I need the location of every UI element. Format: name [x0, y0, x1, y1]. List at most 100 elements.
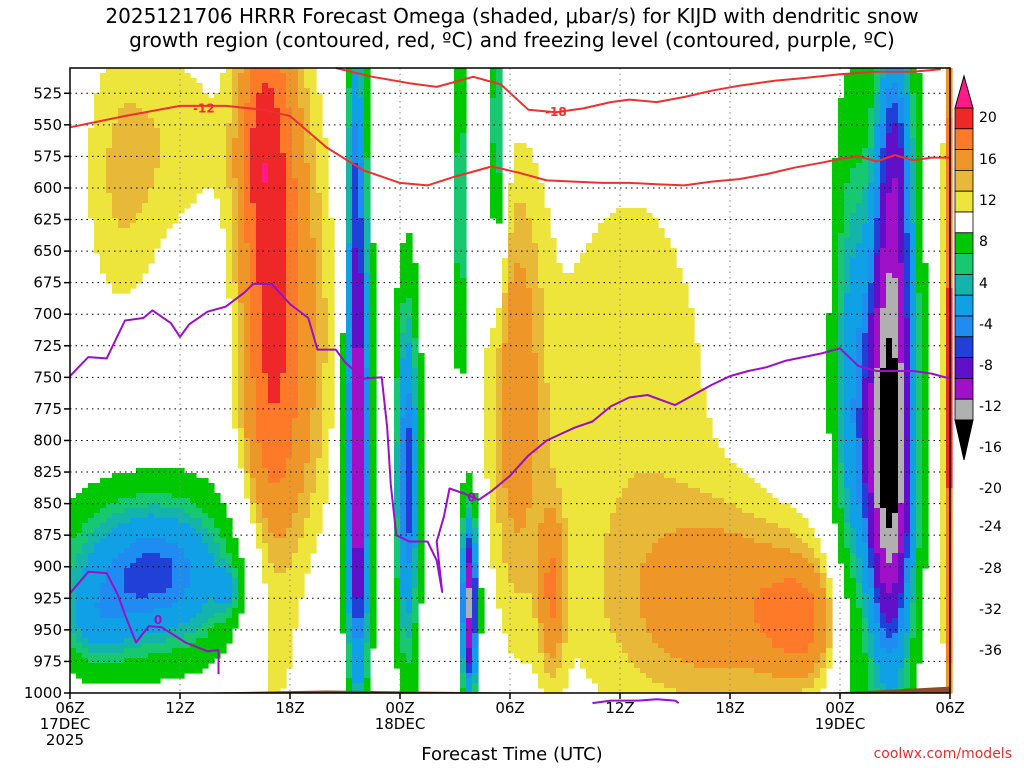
omega-cell: [274, 278, 281, 284]
omega-cell: [358, 688, 365, 694]
omega-cell: [460, 288, 467, 294]
omega-cell: [94, 528, 101, 534]
omega-cell: [250, 468, 257, 474]
omega-cell: [454, 83, 461, 89]
omega-cell: [304, 478, 311, 484]
omega-cell: [460, 233, 467, 239]
omega-cell: [364, 198, 371, 204]
omega-cell: [256, 498, 263, 504]
omega-cell: [160, 83, 167, 89]
omega-cell: [268, 583, 275, 589]
omega-cell: [220, 608, 227, 614]
omega-cell: [460, 603, 467, 609]
omega-cell: [460, 588, 467, 594]
omega-cell: [166, 148, 173, 154]
omega-cell: [298, 493, 305, 499]
omega-cell: [244, 383, 251, 389]
omega-cell: [106, 538, 113, 544]
omega-cell: [418, 588, 425, 594]
omega-cell: [346, 368, 353, 374]
omega-cell: [88, 173, 95, 179]
omega-cell: [460, 183, 467, 189]
omega-cell: [268, 193, 275, 199]
omega-cell: [304, 348, 311, 354]
omega-cell: [490, 518, 497, 524]
omega-cell: [358, 318, 365, 324]
omega-cell: [214, 133, 221, 139]
omega-cell: [142, 68, 149, 74]
omega-cell: [226, 183, 233, 189]
omega-cell: [160, 568, 167, 574]
omega-cell: [484, 418, 491, 424]
omega-cell: [364, 188, 371, 194]
omega-cell: [280, 413, 287, 419]
omega-cell: [460, 608, 467, 614]
omega-cell: [106, 608, 113, 614]
omega-cell: [304, 468, 311, 474]
omega-cell: [250, 518, 257, 524]
omega-cell: [274, 343, 281, 349]
omega-cell: [460, 218, 467, 224]
omega-cell: [100, 83, 107, 89]
omega-cell: [160, 478, 167, 484]
omega-cell: [322, 268, 329, 274]
omega-cell: [154, 153, 161, 159]
omega-cell: [274, 548, 281, 554]
omega-cell: [88, 613, 95, 619]
omega-cell: [346, 593, 353, 599]
omega-cell: [322, 338, 329, 344]
omega-cell: [238, 198, 245, 204]
omega-cell: [250, 198, 257, 204]
omega-cell: [490, 123, 497, 129]
omega-cell: [124, 253, 131, 259]
omega-cell: [304, 523, 311, 529]
omega-cell: [118, 263, 125, 269]
omega-cell: [412, 353, 419, 359]
omega-cell: [286, 608, 293, 614]
omega-cell: [256, 263, 263, 269]
omega-cell: [322, 323, 329, 329]
omega-cell: [202, 588, 209, 594]
omega-cell: [298, 393, 305, 399]
omega-cell: [280, 333, 287, 339]
omega-cell: [286, 508, 293, 514]
omega-cell: [124, 518, 131, 524]
omega-cell: [238, 153, 245, 159]
omega-cell: [394, 313, 401, 319]
omega-cell: [298, 198, 305, 204]
omega-cell: [142, 593, 149, 599]
omega-cell: [472, 598, 479, 604]
omega-cell: [172, 593, 179, 599]
omega-cell: [412, 513, 419, 519]
omega-cell: [160, 493, 167, 499]
omega-cell: [160, 123, 167, 129]
omega-cell: [136, 603, 143, 609]
omega-cell: [490, 353, 497, 359]
omega-cell: [406, 448, 413, 454]
omega-cell: [292, 493, 299, 499]
omega-cell: [304, 473, 311, 479]
omega-cell: [274, 108, 281, 114]
omega-cell: [250, 408, 257, 414]
omega-cell: [292, 303, 299, 309]
omega-cell: [190, 123, 197, 129]
omega-cell: [364, 608, 371, 614]
omega-cell: [352, 468, 359, 474]
omega-cell: [340, 513, 347, 519]
omega-cell: [322, 358, 329, 364]
omega-cell: [340, 383, 347, 389]
omega-cell: [352, 438, 359, 444]
omega-cell: [340, 433, 347, 439]
omega-cell: [154, 613, 161, 619]
omega-cell: [268, 603, 275, 609]
omega-cell: [268, 158, 275, 164]
omega-cell: [358, 653, 365, 659]
omega-cell: [370, 328, 377, 334]
omega-cell: [262, 498, 269, 504]
omega-cell: [412, 613, 419, 619]
omega-cell: [310, 328, 317, 334]
omega-cell: [412, 423, 419, 429]
omega-cell: [364, 118, 371, 124]
omega-cell: [292, 613, 299, 619]
omega-cell: [226, 563, 233, 569]
